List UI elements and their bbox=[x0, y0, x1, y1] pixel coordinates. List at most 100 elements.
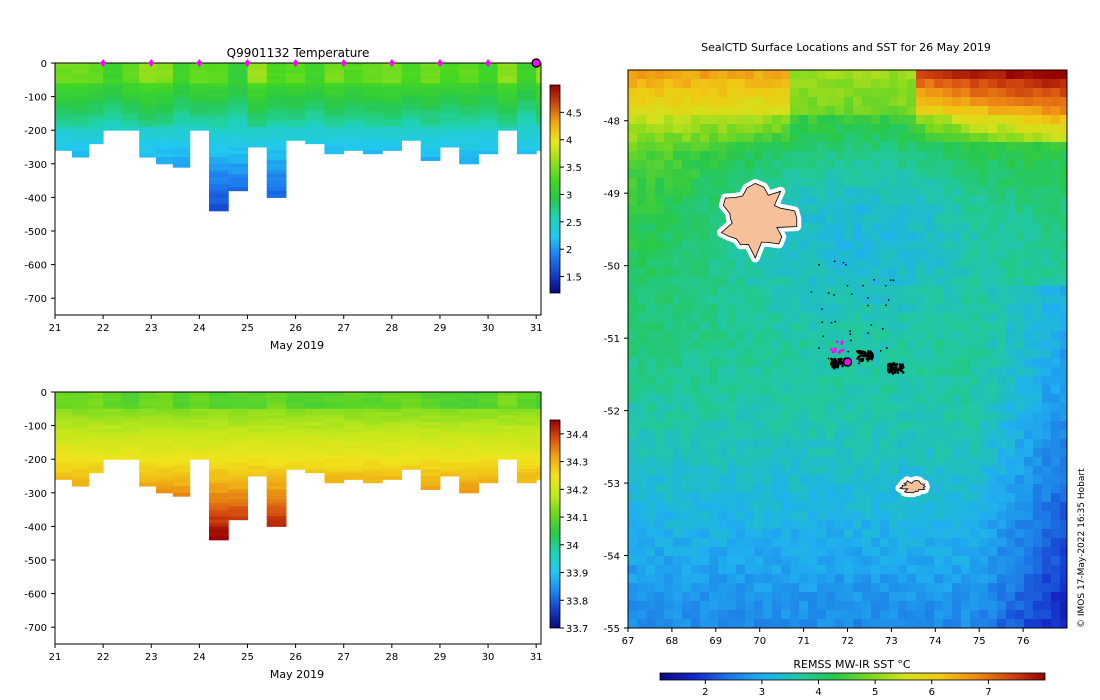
sst-cell bbox=[979, 70, 989, 80]
sst-cell bbox=[1033, 88, 1043, 98]
sst-cell bbox=[880, 88, 890, 98]
sst-cell bbox=[916, 430, 926, 440]
sst-cell bbox=[853, 205, 863, 215]
section-cell bbox=[71, 69, 90, 74]
section-cell bbox=[401, 418, 422, 423]
sst-cell bbox=[718, 547, 728, 557]
section-cell bbox=[362, 452, 383, 457]
section-cell bbox=[103, 106, 123, 111]
sst-cell bbox=[1042, 358, 1052, 368]
sst-cell bbox=[1042, 88, 1052, 98]
section-cell bbox=[459, 126, 479, 131]
sst-cell bbox=[844, 610, 854, 620]
sst-cell bbox=[808, 358, 818, 368]
section-cell bbox=[71, 469, 90, 474]
section-cell bbox=[516, 120, 537, 124]
sst-cell bbox=[781, 430, 791, 440]
sst-cell bbox=[916, 160, 926, 170]
section-cell bbox=[189, 93, 210, 98]
section-cell bbox=[55, 472, 73, 477]
sst-cell bbox=[1015, 556, 1025, 566]
section-cell bbox=[122, 103, 140, 108]
track-point bbox=[844, 263, 847, 266]
sst-cell bbox=[718, 421, 728, 431]
sst-cell bbox=[637, 115, 647, 125]
sst-cell bbox=[943, 160, 953, 170]
sst-cell bbox=[880, 205, 890, 215]
sst-cell bbox=[709, 394, 719, 404]
sst-cell bbox=[907, 151, 917, 161]
section-cell bbox=[478, 425, 499, 430]
section-cell bbox=[343, 418, 364, 423]
temperature-title: Q9901132 Temperature bbox=[227, 46, 370, 60]
section-cell bbox=[103, 113, 123, 118]
temperature-colorbar-ticks: 1.522.533.544.5 bbox=[560, 108, 582, 284]
sst-cell bbox=[961, 142, 971, 152]
sst-cell bbox=[727, 268, 737, 278]
section-cell bbox=[55, 469, 73, 474]
sst-cell bbox=[952, 115, 962, 125]
section-cell bbox=[228, 170, 248, 175]
section-cell bbox=[122, 93, 140, 98]
sst-cell bbox=[988, 439, 998, 449]
sst-cell bbox=[727, 178, 737, 188]
section-cell bbox=[439, 465, 460, 470]
sst-cell bbox=[1060, 322, 1067, 332]
section-cell bbox=[55, 476, 73, 480]
section-cell bbox=[88, 66, 104, 71]
section-cell bbox=[208, 173, 229, 178]
section-cell bbox=[55, 79, 73, 84]
sst-cell bbox=[862, 259, 872, 269]
section-cell bbox=[536, 392, 541, 396]
sst-cell bbox=[673, 529, 683, 539]
sst-cell bbox=[934, 367, 944, 377]
sst-cell bbox=[655, 322, 665, 332]
sst-cell bbox=[790, 304, 800, 314]
sst-cell bbox=[1033, 583, 1043, 593]
sst-cell bbox=[772, 493, 782, 503]
section-cell bbox=[103, 93, 123, 98]
section-cell bbox=[343, 120, 364, 124]
sst-cell bbox=[997, 313, 1007, 323]
sst-cell bbox=[1060, 106, 1067, 116]
sst-cell bbox=[709, 214, 719, 224]
section-cell bbox=[305, 120, 325, 124]
sst-cell bbox=[934, 142, 944, 152]
sst-cell bbox=[1060, 376, 1067, 386]
sst-cell bbox=[772, 421, 782, 431]
sst-cell bbox=[781, 358, 791, 368]
section-cell bbox=[103, 126, 123, 131]
sst-cell bbox=[988, 232, 998, 242]
sst-cell bbox=[934, 529, 944, 539]
sst-cell bbox=[790, 340, 800, 350]
sst-cell bbox=[682, 403, 692, 413]
sst-cell bbox=[970, 79, 980, 89]
sst-cell bbox=[898, 313, 908, 323]
section-cell bbox=[516, 439, 537, 443]
sst-cell bbox=[871, 340, 881, 350]
sst-cell bbox=[1006, 97, 1016, 107]
section-cell bbox=[382, 418, 402, 423]
sst-cell bbox=[646, 520, 656, 530]
sst-cell bbox=[898, 295, 908, 305]
sst-cell bbox=[718, 574, 728, 584]
section-cell bbox=[71, 96, 90, 101]
section-cell bbox=[401, 459, 422, 464]
sst-cell bbox=[952, 124, 962, 134]
section-cell bbox=[266, 167, 287, 172]
section-cell bbox=[362, 96, 383, 101]
sst-cell bbox=[1024, 259, 1034, 269]
section-cell bbox=[459, 428, 479, 433]
sst-cell bbox=[925, 394, 935, 404]
section-cell bbox=[172, 76, 191, 81]
track-point bbox=[890, 279, 892, 282]
section-cell bbox=[420, 428, 441, 433]
section-cell bbox=[208, 76, 229, 81]
sst-cell bbox=[772, 484, 782, 494]
salinity-xlabel: May 2019 bbox=[270, 668, 324, 681]
section-cell bbox=[208, 462, 229, 467]
sst-cell bbox=[916, 349, 926, 359]
sst-cell bbox=[862, 403, 872, 413]
sst-cell bbox=[862, 457, 872, 467]
sst-cell bbox=[709, 448, 719, 458]
